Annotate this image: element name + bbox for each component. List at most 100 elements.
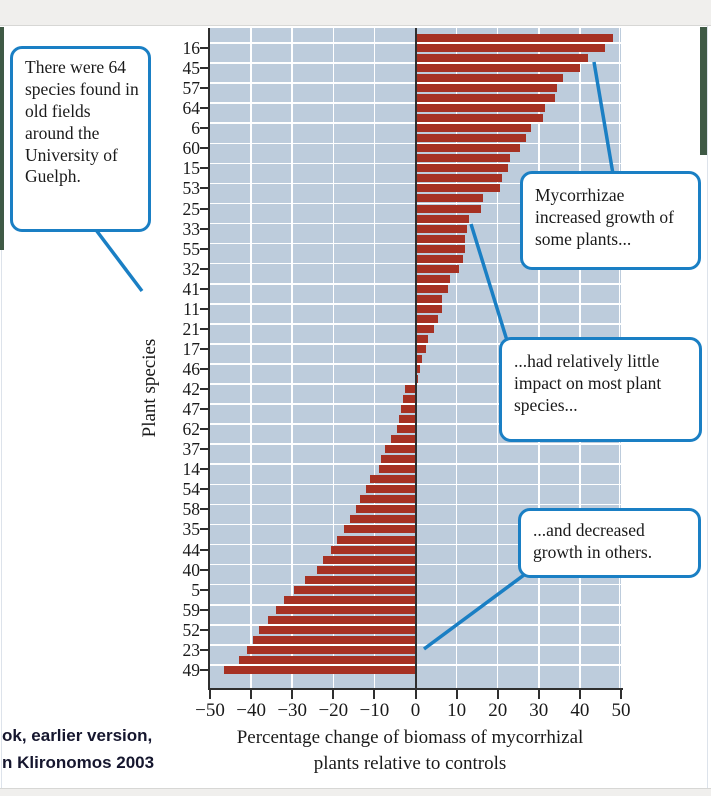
y-tick-mark [200, 568, 208, 571]
gridline-vertical [250, 28, 252, 688]
bar-species-20 [415, 224, 467, 233]
y-tick-label-species-16: 16 [182, 38, 201, 59]
x-axis-title-line1: Percentage change of biomass of mycorrhi… [236, 727, 584, 748]
bar-species-54 [316, 565, 416, 574]
gridline-vertical [496, 28, 499, 688]
bar-species-33 [415, 354, 422, 363]
bar-species-58 [275, 605, 416, 614]
y-tick-mark [200, 147, 208, 150]
y-tick-label-species-44: 44 [182, 539, 201, 560]
y-tick-label-species-15: 15 [182, 158, 201, 179]
zero-baseline [414, 28, 417, 688]
callout-species-count: There were 64 species found in old field… [10, 46, 151, 232]
x-axis-title: Percentage change of biomass of mycorrhi… [170, 725, 650, 777]
source-caption-line1: ok, earlier version, [2, 726, 153, 745]
y-tick-mark [200, 368, 208, 370]
y-tick-label-species-33: 33 [182, 218, 201, 239]
y-tick-label-species-6: 6 [191, 118, 200, 139]
y-tick-mark [200, 668, 208, 671]
x-tick-label: 20 [488, 700, 508, 721]
x-tick-mark [578, 690, 581, 699]
x-tick-mark [414, 690, 417, 699]
bar-species-48 [355, 505, 416, 514]
bar-species-18 [415, 204, 482, 213]
bar-species-43 [380, 455, 416, 464]
bar-species-37 [403, 395, 416, 404]
gridline-vertical [332, 28, 335, 688]
y-tick-label-species-41: 41 [182, 278, 201, 299]
gridline-vertical [291, 28, 293, 688]
y-tick-label-species-62: 62 [182, 419, 201, 440]
y-tick-mark [200, 588, 208, 591]
y-tick-label-species-57: 57 [182, 78, 201, 99]
book-page-edge-right [700, 27, 708, 155]
bar-species-64 [224, 665, 416, 674]
y-tick-mark [200, 107, 208, 110]
content-border-left [1, 250, 2, 788]
bar-species-38 [401, 405, 416, 414]
callout-little-impact: ...had relatively little impact on most … [499, 337, 702, 442]
bar-species-42 [384, 445, 416, 454]
y-tick-mark [200, 628, 208, 631]
y-tick-mark [200, 508, 208, 511]
bar-species-29 [415, 314, 439, 323]
bar-species-2 [415, 44, 605, 53]
y-tick-mark [200, 67, 208, 70]
x-axis-title-line2: plants relative to controls [313, 753, 507, 774]
y-tick-label-species-5: 5 [191, 579, 200, 600]
x-tick-label: 50 [611, 700, 631, 721]
y-tick-label-species-11: 11 [183, 298, 200, 319]
bar-species-6 [415, 84, 558, 93]
bar-species-27 [415, 294, 443, 303]
bar-species-11 [415, 134, 527, 143]
x-tick-mark [537, 690, 540, 699]
bar-species-5 [415, 74, 564, 83]
bar-species-13 [415, 154, 511, 163]
bar-species-45 [370, 475, 416, 484]
bar-species-56 [294, 585, 416, 594]
bar-species-52 [331, 545, 416, 554]
plot-area [210, 28, 621, 688]
y-tick-mark [200, 428, 208, 431]
x-tick-label: 10 [447, 700, 467, 721]
bar-species-35 [415, 375, 418, 384]
bar-species-10 [415, 124, 531, 133]
y-tick-mark [200, 548, 208, 551]
x-tick-mark [250, 690, 253, 699]
bar-species-9 [415, 114, 543, 123]
callout-increased-growth: Mycorrhizae increased growth of some pla… [520, 171, 701, 270]
y-tick-label-species-55: 55 [182, 238, 201, 259]
bar-species-63 [238, 655, 416, 664]
bar-species-25 [415, 274, 451, 283]
y-tick-label-species-37: 37 [182, 439, 201, 460]
source-caption: ok, earlier version, n Klironomos 2003 [2, 722, 154, 776]
bar-species-61 [253, 635, 416, 644]
y-tick-label-species-42: 42 [182, 379, 201, 400]
bar-species-59 [267, 615, 416, 624]
x-tick-label: −30 [277, 700, 308, 721]
y-tick-label-species-32: 32 [182, 258, 201, 279]
bar-species-60 [259, 625, 416, 634]
bar-species-34 [415, 365, 420, 373]
bar-species-46 [366, 485, 416, 494]
y-tick-label-species-64: 64 [182, 98, 201, 119]
x-tick-label: −20 [318, 700, 349, 721]
bar-species-28 [415, 304, 443, 313]
y-tick-mark [200, 127, 208, 130]
y-tick-label-species-53: 53 [182, 178, 201, 199]
y-tick-mark [200, 608, 208, 611]
content-border-right [707, 26, 708, 788]
x-tick-label: −40 [236, 700, 266, 721]
y-tick-mark [200, 287, 208, 290]
y-tick-label-species-14: 14 [182, 459, 201, 480]
bar-species-31 [415, 334, 428, 343]
bar-species-49 [349, 515, 416, 524]
callout-little-impact-text: ...had relatively little impact on most … [514, 351, 662, 415]
y-tick-mark [200, 488, 208, 491]
y-tick-label-species-45: 45 [182, 58, 201, 79]
y-tick-label-species-59: 59 [182, 599, 201, 620]
page-bottom-strip [0, 788, 711, 796]
y-tick-label-species-35: 35 [182, 519, 201, 540]
y-tick-label-species-49: 49 [182, 659, 201, 680]
bar-species-3 [415, 54, 589, 63]
